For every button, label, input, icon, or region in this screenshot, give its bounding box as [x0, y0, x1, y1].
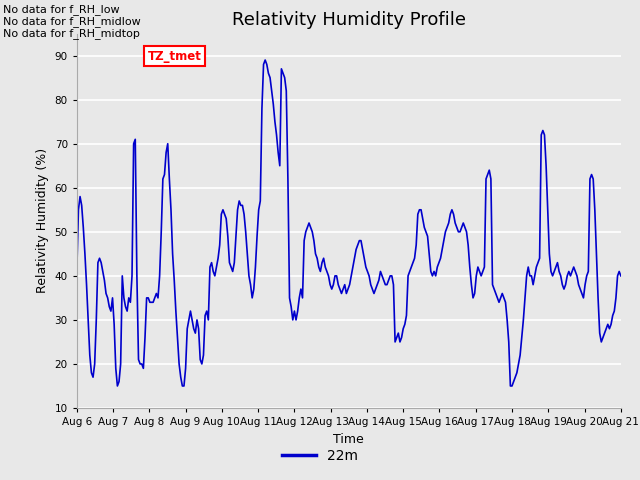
- Legend: 22m: 22m: [276, 443, 364, 468]
- X-axis label: Time: Time: [333, 432, 364, 445]
- Y-axis label: Relativity Humidity (%): Relativity Humidity (%): [36, 148, 49, 293]
- Title: Relativity Humidity Profile: Relativity Humidity Profile: [232, 11, 466, 29]
- Text: No data for f_RH_midtop: No data for f_RH_midtop: [3, 28, 140, 39]
- Text: No data for f_RH_low: No data for f_RH_low: [3, 4, 120, 15]
- Text: TZ_tmet: TZ_tmet: [147, 50, 202, 63]
- Text: No data for f_RH_midlow: No data for f_RH_midlow: [3, 16, 141, 27]
